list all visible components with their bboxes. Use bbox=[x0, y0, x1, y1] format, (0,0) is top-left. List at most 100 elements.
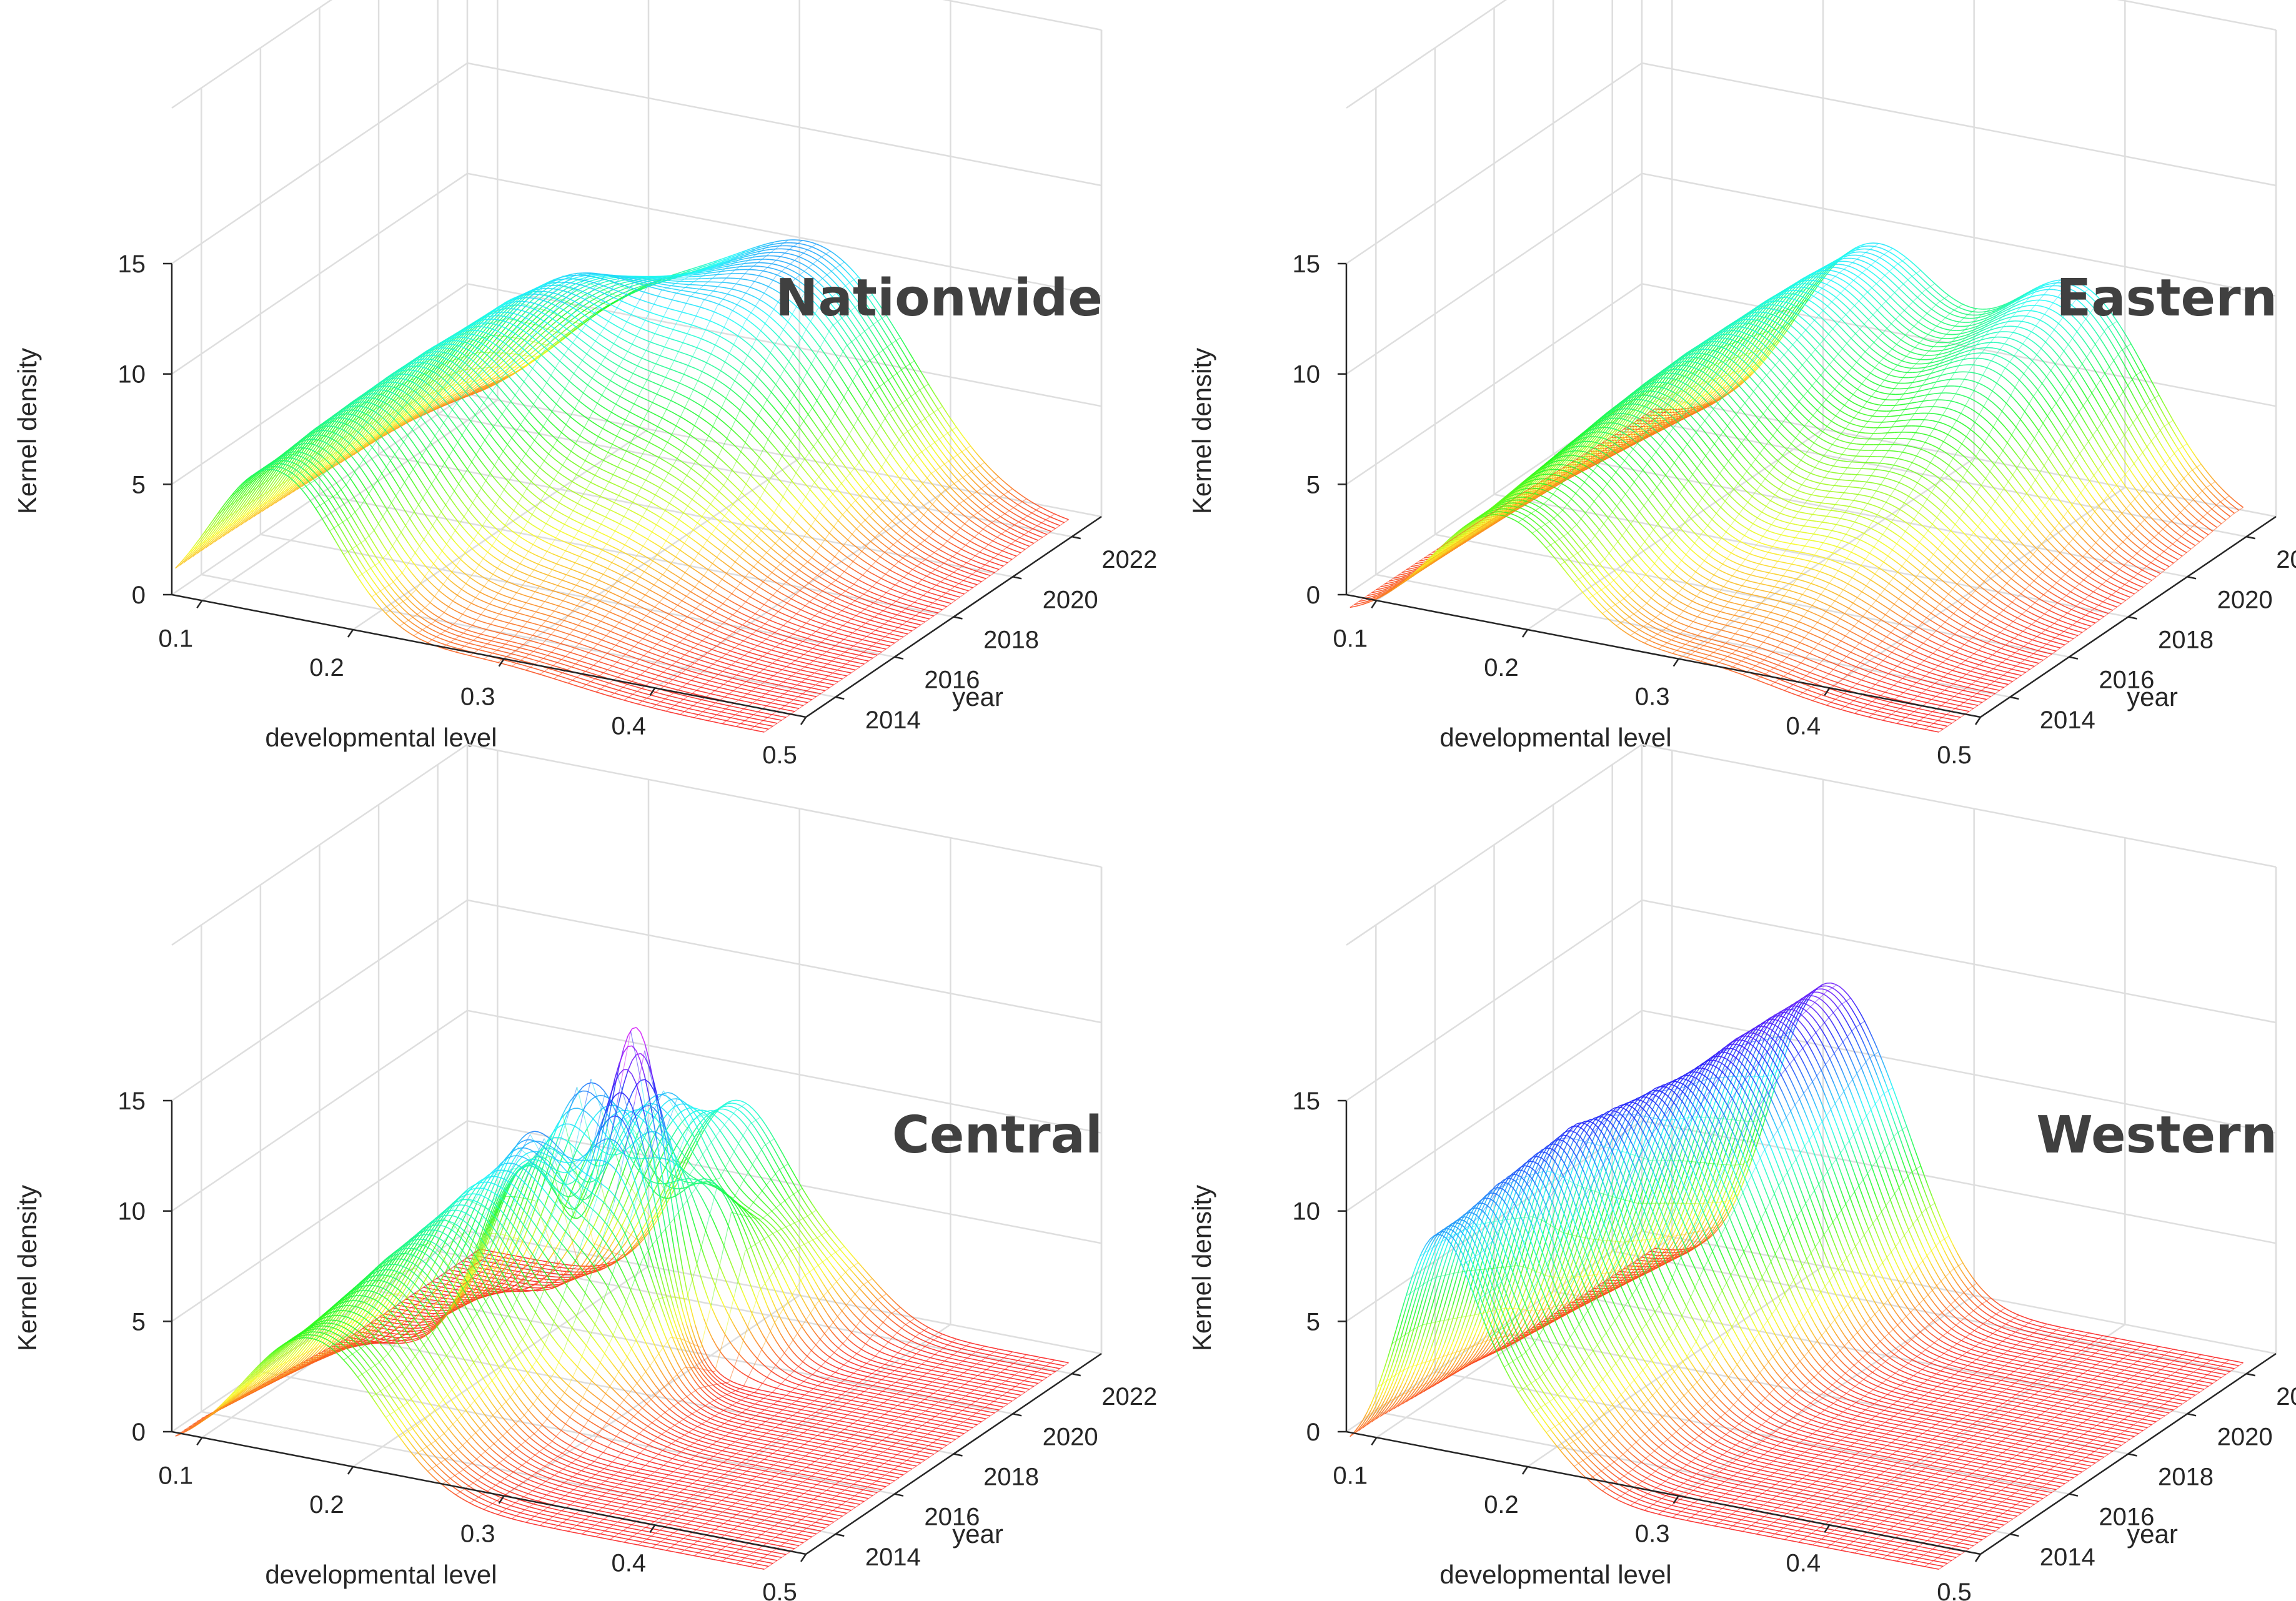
surface-segment bbox=[866, 344, 870, 350]
surface-segment bbox=[584, 289, 588, 291]
surface-segment bbox=[862, 367, 866, 374]
surface-segment bbox=[727, 268, 731, 269]
surface-segment bbox=[963, 437, 968, 442]
surface-segment bbox=[1039, 512, 1043, 513]
surface-segment bbox=[967, 458, 972, 463]
surface-segment bbox=[731, 267, 735, 268]
surface-segment bbox=[945, 490, 950, 494]
surface-segment bbox=[972, 487, 976, 491]
surface-segment bbox=[903, 415, 908, 422]
surface-segment bbox=[934, 393, 938, 400]
surface-segment bbox=[1035, 520, 1039, 522]
surface-segment bbox=[1004, 535, 1008, 537]
surface-segment bbox=[820, 245, 825, 247]
surface-segment bbox=[892, 364, 896, 371]
surface-segment bbox=[705, 275, 710, 276]
surface-segment bbox=[1056, 519, 1060, 521]
surface-segment bbox=[1030, 532, 1035, 534]
surface-segment bbox=[787, 253, 791, 254]
surface-segment bbox=[972, 479, 976, 483]
surface-segment bbox=[879, 344, 883, 350]
surface-segment bbox=[954, 483, 958, 488]
surface-segment bbox=[808, 245, 812, 247]
surface-segment bbox=[908, 432, 912, 438]
surface-segment bbox=[803, 259, 807, 260]
surface-segment bbox=[693, 276, 697, 277]
surface-segment bbox=[934, 412, 938, 419]
surface-segment bbox=[1005, 502, 1010, 505]
surface-segment bbox=[925, 389, 930, 396]
surface-segment bbox=[900, 388, 904, 395]
surface-segment bbox=[790, 259, 795, 260]
surface-segment bbox=[808, 242, 812, 243]
surface-segment bbox=[542, 340, 547, 344]
surface-segment bbox=[762, 246, 766, 247]
surface-segment bbox=[921, 422, 925, 428]
surface-segment bbox=[735, 264, 740, 265]
surface-segment bbox=[975, 504, 980, 508]
surface-segment bbox=[920, 459, 925, 465]
surface-segment bbox=[1014, 496, 1018, 499]
surface-segment bbox=[913, 379, 917, 385]
surface-segment bbox=[980, 501, 984, 505]
surface-segment bbox=[1001, 486, 1006, 490]
surface-segment bbox=[1030, 523, 1035, 525]
surface-segment bbox=[1031, 507, 1035, 510]
surface-segment bbox=[622, 288, 627, 290]
surface-segment bbox=[930, 415, 934, 422]
surface-segment bbox=[962, 507, 967, 510]
surface-segment bbox=[921, 392, 925, 399]
surface-segment bbox=[988, 488, 993, 492]
surface-segment bbox=[888, 327, 892, 334]
surface-segment bbox=[727, 270, 731, 271]
surface-segment bbox=[1022, 507, 1026, 510]
surface-segment bbox=[930, 387, 934, 394]
surface-segment bbox=[576, 314, 580, 317]
surface-segment bbox=[908, 412, 912, 419]
surface-segment bbox=[980, 473, 985, 477]
surface-segment bbox=[778, 240, 783, 241]
surface-segment bbox=[883, 330, 888, 337]
surface-segment bbox=[882, 402, 887, 409]
surface-segment bbox=[888, 337, 892, 344]
surface-segment bbox=[1022, 496, 1026, 499]
surface-segment bbox=[521, 362, 525, 365]
surface-segment bbox=[513, 365, 517, 368]
surface-segment bbox=[997, 489, 1001, 493]
surface-segment bbox=[816, 254, 820, 256]
surface-segment bbox=[958, 495, 963, 500]
surface-segment bbox=[1026, 505, 1031, 507]
surface-segment bbox=[891, 385, 895, 392]
surface-segment bbox=[1009, 522, 1013, 524]
surface-segment bbox=[967, 503, 971, 507]
surface-segment bbox=[1038, 536, 1043, 538]
surface-segment bbox=[913, 359, 917, 365]
surface-segment bbox=[1043, 508, 1048, 510]
surface-segment bbox=[887, 367, 892, 374]
surface-segment bbox=[929, 425, 933, 431]
surface-segment bbox=[946, 474, 950, 479]
surface-segment bbox=[895, 422, 899, 429]
surface-segment bbox=[908, 372, 913, 379]
surface-segment bbox=[782, 266, 786, 267]
surface-segment bbox=[908, 422, 912, 428]
surface-segment bbox=[677, 272, 682, 274]
surface-segment bbox=[895, 381, 900, 388]
surface-segment bbox=[883, 350, 887, 357]
surface-segment bbox=[933, 422, 938, 428]
surface-segment bbox=[963, 492, 967, 497]
surface-segment bbox=[765, 252, 770, 253]
surface-segment bbox=[1014, 490, 1018, 493]
surface-segment bbox=[946, 466, 950, 471]
surface-segment bbox=[774, 241, 778, 242]
surface-segment bbox=[959, 465, 963, 470]
surface-segment bbox=[1047, 525, 1051, 527]
surface-segment bbox=[753, 252, 757, 253]
surface-segment bbox=[980, 494, 984, 498]
surface-segment bbox=[866, 354, 870, 360]
surface-segment bbox=[916, 444, 920, 450]
surface-segment bbox=[1056, 515, 1060, 517]
surface-segment bbox=[925, 409, 930, 415]
surface-segment bbox=[942, 425, 947, 431]
surface-segment bbox=[972, 448, 977, 453]
